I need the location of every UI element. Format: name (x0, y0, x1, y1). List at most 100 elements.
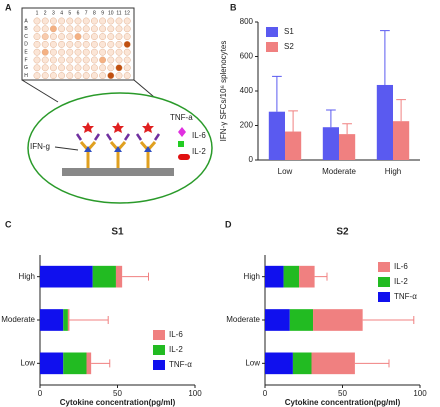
plate-row: F (24, 57, 27, 63)
bar-segment (92, 265, 116, 288)
well (107, 33, 115, 40)
legend-label: TNF-α (169, 360, 192, 369)
well (33, 48, 41, 56)
well (41, 41, 49, 48)
well (82, 48, 90, 56)
y-tick-label: 800 (240, 17, 254, 26)
y-tick-label: High (19, 272, 35, 281)
bar-segment (67, 309, 70, 331)
well (123, 64, 131, 72)
well (107, 64, 115, 72)
well (82, 41, 90, 48)
well (50, 33, 57, 40)
well (115, 56, 123, 64)
well (58, 33, 65, 40)
panel-label: D (225, 219, 232, 229)
legend-swatch (266, 42, 278, 52)
plate-row: G (24, 65, 28, 71)
legend-label: S2 (284, 42, 294, 51)
legend-label: IL-2 (394, 277, 408, 286)
x-tick-label: Moderate (322, 167, 356, 176)
well (99, 33, 107, 40)
error-bar (342, 123, 352, 135)
well (123, 17, 131, 25)
well (66, 25, 74, 33)
well (74, 56, 82, 64)
well (58, 72, 65, 80)
legend-label: IL-2 (169, 345, 183, 354)
diagram: A TNF-a IL-6 IL-2 IFN-g (5, 2, 213, 204)
legend-swatch (153, 345, 165, 355)
plate-row: B (24, 26, 28, 32)
plate-col: 8 (93, 10, 96, 16)
well (107, 41, 115, 48)
x-tick-label: 100 (188, 389, 202, 398)
error-bar (362, 316, 415, 324)
well (99, 41, 107, 48)
well (115, 48, 123, 56)
plate-row: A (24, 18, 28, 24)
cytokine (84, 146, 92, 152)
well (91, 25, 98, 33)
x-tick-label: 50 (113, 389, 122, 398)
well (91, 64, 98, 72)
chart-title: S1 (111, 227, 124, 238)
well (99, 56, 107, 64)
bar (393, 121, 410, 160)
plate-col: 9 (101, 10, 104, 16)
plate-col: 1 (36, 10, 39, 16)
plate-col: 4 (60, 10, 63, 16)
x-axis-label: Cytokine concentration(pg/ml) (285, 398, 401, 407)
star (82, 122, 94, 133)
panel-label: B (230, 2, 237, 12)
legend-label: TNF-α (394, 292, 417, 301)
bar-segment (292, 352, 312, 375)
bar-segment (40, 352, 64, 375)
well (82, 72, 90, 80)
membrane (62, 168, 174, 176)
bar-segment (63, 352, 87, 375)
well (66, 17, 74, 25)
well (66, 64, 74, 72)
bar-segment (289, 309, 314, 331)
well (33, 33, 41, 40)
x-tick-label: Low (278, 167, 293, 176)
well (107, 56, 115, 64)
plate-col: 5 (68, 10, 71, 16)
x-tick-label: High (385, 167, 401, 176)
legend-swatch (378, 277, 390, 287)
plate-col: 7 (85, 10, 88, 16)
well (58, 48, 65, 56)
y-tick-label: Moderate (226, 315, 260, 324)
panel-label: A (5, 2, 12, 12)
cytokine (144, 146, 152, 152)
error-bar (380, 30, 390, 85)
y-tick-label: High (244, 272, 260, 281)
y-tick-label: Moderate (1, 315, 35, 324)
legend-swatch (266, 27, 278, 37)
well (82, 25, 90, 33)
well (41, 25, 49, 33)
well (33, 64, 41, 72)
well (82, 64, 90, 72)
error-bar (314, 272, 328, 281)
diagram-label: TNF-a (170, 113, 193, 122)
well (123, 56, 131, 64)
bar-segment (313, 309, 363, 331)
well (91, 41, 98, 48)
well (50, 48, 57, 56)
y-tick-label: Low (245, 358, 260, 367)
error-bar (354, 359, 390, 368)
well (33, 41, 41, 48)
well (41, 33, 49, 40)
x-tick-label: 0 (263, 389, 268, 398)
well (74, 64, 82, 72)
well (74, 41, 82, 48)
bar-segment (311, 352, 355, 375)
well (41, 72, 49, 80)
well (99, 17, 107, 25)
bar-segment (115, 265, 123, 288)
well (66, 56, 74, 64)
axes (257, 22, 420, 161)
